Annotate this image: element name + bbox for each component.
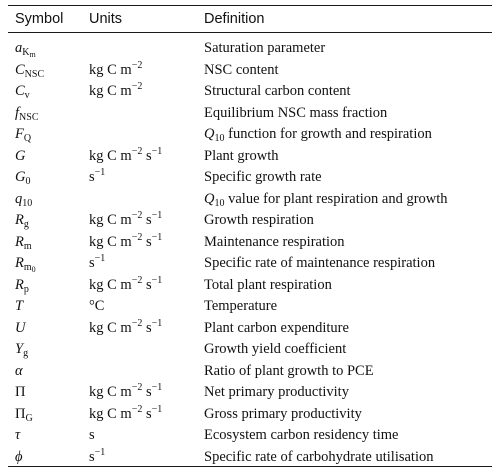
symbol-cell: Rg <box>15 212 29 230</box>
definition-cell: Ecosystem carbon residency time <box>204 427 399 443</box>
symbol-cell: G0 <box>15 169 31 187</box>
symbol-cell: α <box>15 362 23 379</box>
symbol-cell: Π <box>15 384 26 400</box>
table-row: Rm0 s−1 Specific rate of maintenance respi… <box>0 253 500 275</box>
definition-cell: Plant growth <box>204 147 279 164</box>
symbol-cell: aKm <box>15 40 36 59</box>
definition-cell: Ratio of plant growth to PCE <box>204 362 374 379</box>
table-row: T °C Temperature <box>0 296 500 318</box>
units-cell: kg C m−2 s−1 <box>89 274 163 293</box>
definition-cell: Growth yield coefficient <box>204 341 347 357</box>
symbol-cell: T <box>15 298 24 314</box>
definition-cell: NSC content <box>204 61 279 78</box>
table-row: ϕ s−1 Specific rate of carbohydrate utilis… <box>0 447 500 469</box>
definition-cell: Saturation parameter <box>204 40 326 56</box>
symbol-cell: τ <box>15 427 21 443</box>
units-cell: kg C m−2 s−1 <box>89 210 163 229</box>
header-units: Units <box>89 11 123 27</box>
definition-cell: Maintenance respiration <box>204 233 345 250</box>
symbol-cell: U <box>15 319 26 336</box>
units-cell: kg C m−2 <box>89 81 143 100</box>
symbol-cell: Rp <box>15 276 29 295</box>
table-body: aKm Saturation parameter CNSC kg C m−2 NSC c… <box>0 38 500 468</box>
symbol-cell: Rm0 <box>15 255 36 274</box>
symbol-cell: CNSC <box>15 61 45 80</box>
definition-cell: Plant carbon expenditure <box>204 319 349 336</box>
units-cell: s−1 <box>89 167 106 186</box>
symbol-cell: G <box>15 147 26 164</box>
table-row: aKm Saturation parameter <box>0 38 500 60</box>
definition-cell: Equilibrium NSC mass fraction <box>204 104 388 121</box>
definition-cell: Total plant respiration <box>204 276 332 293</box>
table-row: Rp kg C m−2 s−1 Total plant respiration <box>0 275 500 297</box>
units-cell: kg C m−2 s−1 <box>89 317 163 336</box>
symbol-cell: Rm <box>15 233 32 252</box>
units-cell: kg C m−2 s−1 <box>89 382 163 401</box>
symbol-cell: ϕ <box>15 448 23 465</box>
units-cell: kg C m−2 s−1 <box>89 231 163 250</box>
header-definition: Definition <box>204 11 265 27</box>
top-rule <box>8 5 492 7</box>
definition-cell: Specific rate of carbohydrate utilisatio… <box>204 448 434 465</box>
table-row: ΠG kg C m−2 s−1 Gross primary productivity <box>0 404 500 426</box>
header-rule <box>8 32 492 33</box>
table-row: q10 Q10 value for plant respiration and g… <box>0 189 500 211</box>
units-cell: s−1 <box>89 446 106 465</box>
table-row: α Ratio of plant growth to PCE <box>0 361 500 383</box>
symbol-cell: Cv <box>15 83 30 101</box>
definition-cell: Structural carbon content <box>204 83 351 99</box>
units-cell: °C <box>89 298 105 314</box>
units-cell: kg C m−2 s−1 <box>89 403 163 422</box>
definition-cell: Net primary productivity <box>204 384 349 400</box>
definition-cell: Q10 value for plant respiration and grow… <box>204 190 448 209</box>
units-cell: kg C m−2 s−1 <box>89 145 163 164</box>
definition-cell: Temperature <box>204 298 278 314</box>
table-row: Rm kg C m−2 s−1 Maintenance respiration <box>0 232 500 254</box>
table-row: Cv kg C m−2 Structural carbon content <box>0 81 500 103</box>
definition-cell: Specific growth rate <box>204 169 322 185</box>
symbol-cell: FQ <box>15 126 32 144</box>
symbol-cell: q10 <box>15 190 33 209</box>
definition-cell: Growth respiration <box>204 212 314 228</box>
symbol-cell: Yg <box>15 341 29 359</box>
bottom-rule <box>8 466 492 468</box>
units-cell: s <box>89 427 95 443</box>
table-row: fNSC Equilibrium NSC mass fraction <box>0 103 500 125</box>
definition-cell: Q10 function for growth and respiration <box>204 126 432 144</box>
table-row: FQ Q10 function for growth and respiratio… <box>0 124 500 146</box>
symbol-cell: fNSC <box>15 104 39 123</box>
units-cell: kg C m−2 <box>89 59 143 78</box>
table-row: Yg Growth yield coefficient <box>0 339 500 361</box>
units-cell: s−1 <box>89 253 106 272</box>
header-symbol: Symbol <box>15 11 64 27</box>
table-row: CNSC kg C m−2 NSC content <box>0 60 500 82</box>
symbol-cell: ΠG <box>15 405 33 424</box>
definition-cell: Specific rate of maintenance respiration <box>204 255 436 271</box>
table-row: Rg kg C m−2 s−1 Growth respiration <box>0 210 500 232</box>
table-row: G0 s−1 Specific growth rate <box>0 167 500 189</box>
definition-cell: Gross primary productivity <box>204 405 362 422</box>
table-row: τ s Ecosystem carbon residency time <box>0 425 500 447</box>
